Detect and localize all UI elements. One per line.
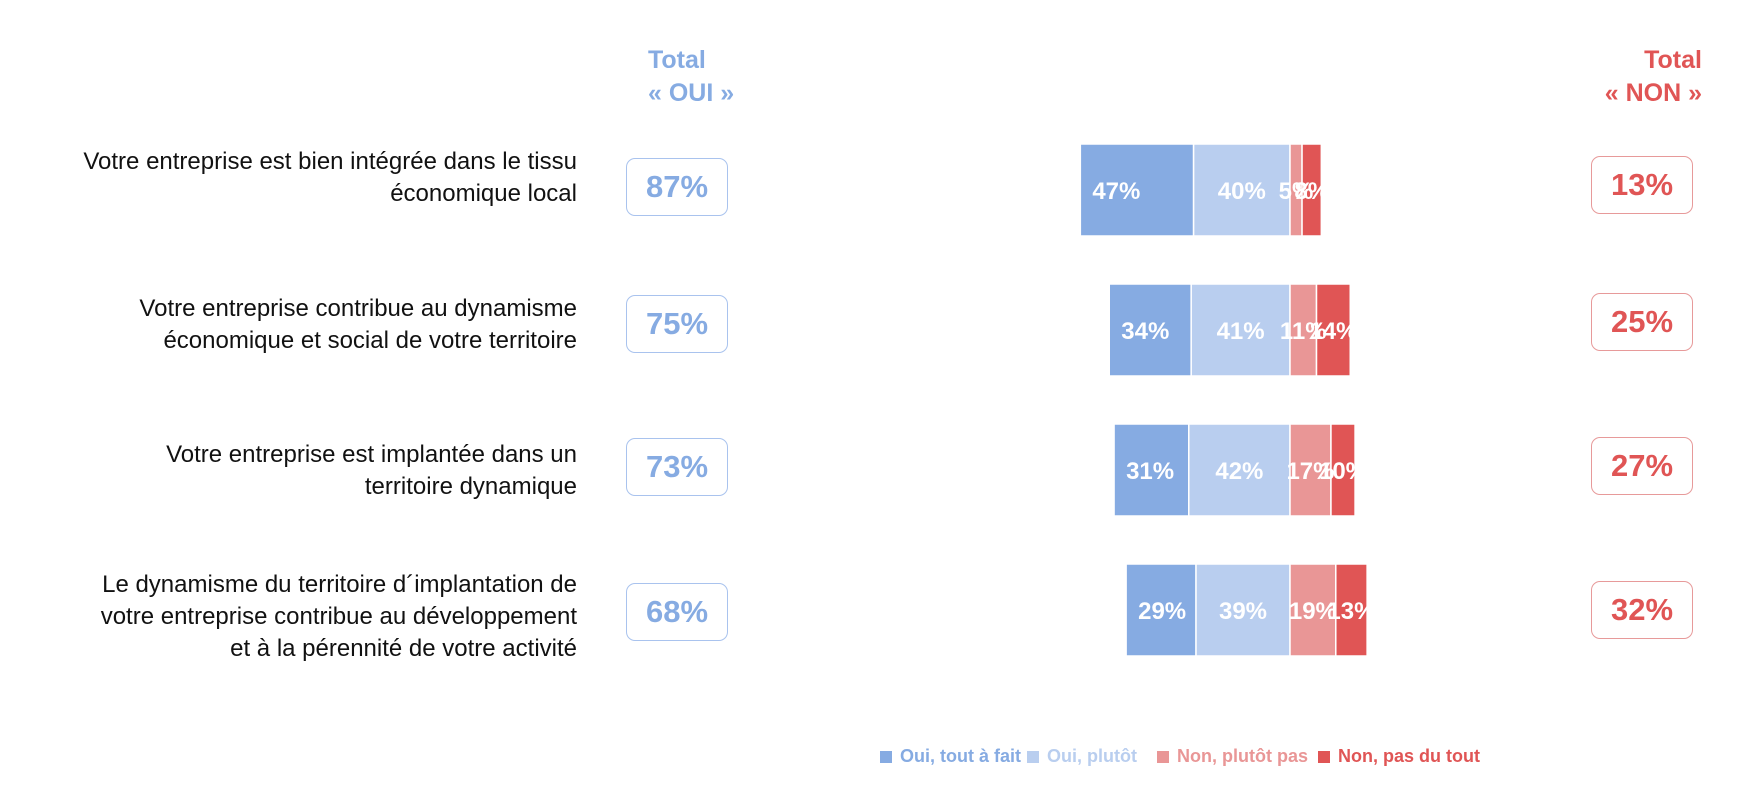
bar-oui-tout-a-fait-3 <box>1113 423 1190 517</box>
total-no-value-3: 27% <box>1591 437 1693 495</box>
bar-label-oui-plutot-2: 41% <box>1217 318 1265 345</box>
bar-non-pas-du-tout-1 <box>1301 143 1323 237</box>
total-yes-value-3: 73% <box>626 438 728 496</box>
bar-oui-tout-a-fait-2 <box>1108 283 1192 377</box>
question-label-4-line2: votre entreprise contribue au développem… <box>100 603 577 630</box>
total-yes-value-4: 68% <box>626 583 728 641</box>
total-yes-header-line2: « OUI » <box>648 79 735 107</box>
question-label-4-line3: et à la pérennité de votre activité <box>230 635 577 662</box>
legend-swatch-non-plutot-pas <box>1156 750 1169 763</box>
total-no-header: Total « NON » <box>1540 44 1702 110</box>
bar-label-oui-plutot-4: 39% <box>1219 598 1267 625</box>
total-no-value-1: 13% <box>1591 156 1693 214</box>
question-label-1-line1: Votre entreprise est bien intégrée dans … <box>83 148 577 175</box>
legend-label-non-plutot-pas: Non, plutôt pas <box>1176 746 1308 766</box>
legend-swatch-oui-plutot <box>1027 750 1039 763</box>
bar-label-non-plutot-pas-2: 11% <box>1280 318 1327 345</box>
legend-swatch-non-pas-du-tout <box>1317 750 1330 763</box>
total-no-value-4: 32% <box>1591 581 1693 639</box>
question-label-4: Le dynamisme du territoire d´implantatio… <box>0 569 577 665</box>
question-label-4-line1: Le dynamisme du territoire d´implantatio… <box>102 571 577 598</box>
legend-item-oui-tout-a-fait: Oui, tout à fait <box>880 746 1021 767</box>
total-yes-header: Total « OUI » <box>648 44 734 110</box>
bar-label-non-plutot-pas-3: 17% <box>1286 458 1334 485</box>
legend: Oui, tout à fait Oui, plutôt Non, plutôt… <box>880 746 1486 767</box>
legend-label-non-pas-du-tout: Non, pas du tout <box>1337 746 1480 766</box>
bar-label-oui-tout-a-fait-2: 34% <box>1121 318 1169 345</box>
total-yes-value-1: 87% <box>626 158 728 216</box>
bar-non-pas-du-tout-2 <box>1315 283 1352 377</box>
total-no-header-line1: Total <box>1644 46 1702 74</box>
bar-label-non-pas-du-tout-3: 10% <box>1319 458 1367 485</box>
bar-label-non-pas-du-tout-4: 13% <box>1327 598 1375 625</box>
bar-label-non-plutot-pas-4: 19% <box>1289 598 1337 625</box>
bar-label-non-pas-du-tout-2: 14% <box>1309 318 1357 345</box>
question-label-2-line1: Votre entreprise contribue au dynamisme <box>139 295 577 322</box>
bar-label-oui-tout-a-fait-1: 47% <box>1092 178 1140 205</box>
legend-item-oui-plutot: Oui, plutôt <box>1027 746 1137 767</box>
bar-label-oui-plutot-3: 42% <box>1215 458 1263 485</box>
bar-label-non-plutot-pas-1: 5% <box>1279 178 1314 205</box>
bar-non-plutot-pas-2 <box>1289 283 1318 377</box>
legend-label-oui-tout-a-fait: Oui, tout à fait <box>900 746 1021 766</box>
question-label-3: Votre entreprise est implantée dans un t… <box>0 439 577 503</box>
total-no-value-2: 25% <box>1591 293 1693 351</box>
bar-oui-plutot-1 <box>1192 143 1291 237</box>
bar-label-oui-tout-a-fait-4: 29% <box>1138 598 1186 625</box>
bar-oui-tout-a-fait-1 <box>1079 143 1195 237</box>
bar-non-pas-du-tout-4 <box>1335 563 1368 657</box>
legend-label-oui-plutot: Oui, plutôt <box>1047 746 1137 766</box>
question-label-1: Votre entreprise est bien intégrée dans … <box>0 146 577 210</box>
question-label-3-line2: territoire dynamique <box>364 473 577 500</box>
bar-oui-tout-a-fait-4 <box>1125 563 1197 657</box>
bar-label-non-pas-du-tout-1: 8% <box>1294 178 1329 205</box>
bar-label-oui-tout-a-fait-3: 31% <box>1126 458 1174 485</box>
total-yes-header-line1: Total <box>648 46 706 74</box>
legend-item-non-plutot-pas: Non, plutôt pas <box>1156 746 1308 767</box>
bar-oui-plutot-4 <box>1195 563 1291 657</box>
total-no-header-line2: « NON » <box>1604 79 1702 107</box>
total-yes-value-2: 75% <box>626 295 728 353</box>
question-label-1-line2: économique local <box>390 180 577 207</box>
bar-label-oui-plutot-1: 40% <box>1218 178 1266 205</box>
legend-swatch-oui-tout-a-fait <box>880 750 892 763</box>
question-label-2-line2: économique et social de votre territoire <box>163 327 577 354</box>
question-label-2: Votre entreprise contribue au dynamisme … <box>0 293 577 357</box>
bar-non-pas-du-tout-3 <box>1330 423 1356 517</box>
question-label-3-line1: Votre entreprise est implantée dans un <box>166 441 577 468</box>
legend-item-non-pas-du-tout: Non, pas du tout <box>1317 746 1480 767</box>
